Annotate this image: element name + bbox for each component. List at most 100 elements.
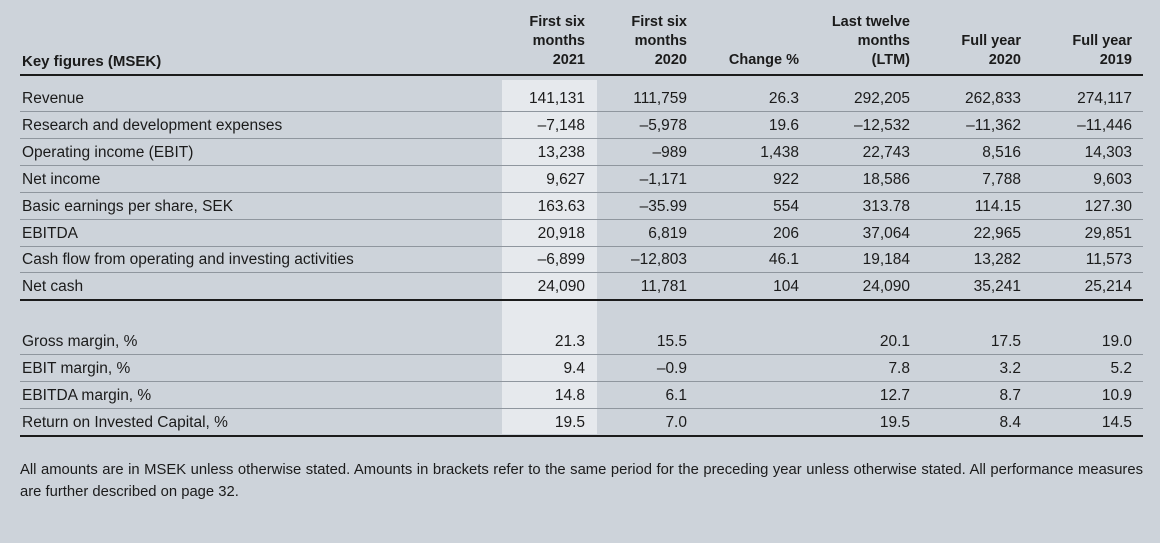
column-header-fy-2019: Full year 2019 [1072,33,1132,68]
row-label: Operating income (EBIT) [22,143,194,161]
table-cell: 24,090 [537,278,585,296]
table-cell: 25,214 [1084,278,1132,296]
table-cell: 104 [773,278,799,296]
table-cell: 19.0 [1101,333,1132,350]
column-header-h1-2020: First six months 2020 [631,14,687,68]
table-row: EBITDA margin, % 14.8 6.1 12.7 8.7 10.9 [20,382,1143,409]
table-cell: 26.3 [768,90,799,107]
table-row: Research and development expenses –7,148 –… [20,112,1143,139]
table-row: Net income 9,627 –1,171 922 18,586 7,788 9,603 [20,166,1143,193]
table-cell: 206 [773,224,799,242]
table-cell: –12,532 [853,116,910,134]
row-label: Gross margin, % [22,333,138,350]
table-cell: 8.7 [999,387,1021,404]
table-cell: 7,788 [982,170,1021,188]
table-cell: 14.5 [1101,414,1132,431]
table-cell: 114.15 [974,197,1021,215]
table-cell: 19,184 [862,251,910,269]
table-cell: 20,918 [537,224,585,242]
table-row: Basic earnings per share, SEK 163.63 –35.9… [20,193,1143,220]
table-cell: 37,064 [862,224,910,242]
column-header-change: Change % [728,52,799,68]
footnote: All amounts are in MSEK unless otherwise… [20,462,1143,500]
column-header-h1-2021: First six months 2021 [529,14,585,68]
table-cell: 9.4 [563,360,585,377]
table-cell: –35.99 [639,197,687,215]
column-header-fy-2020: Full year 2020 [961,33,1021,68]
table-row: Return on Invested Capital, % 19.5 7.0 19.5… [20,409,1143,437]
row-label: Revenue [22,90,85,107]
table-cell: 5.2 [1110,360,1132,377]
row-label: Net cash [22,278,84,296]
table-cell: 922 [773,170,799,188]
table-cell: 21.3 [554,333,585,350]
table-cell: 12.7 [879,387,910,404]
table-cell: 7.8 [888,360,910,377]
row-label: Cash flow from operating and investing a… [22,251,354,269]
table-cell: –1,171 [639,170,687,188]
table-cell: 111,759 [633,90,687,107]
row-label: Research and development expenses [22,116,283,134]
table-cell: 14,303 [1084,143,1132,161]
table-cell: 8,516 [982,143,1021,161]
table-cell: 11,573 [1085,251,1132,269]
table-row: Operating income (EBIT) 13,238 –989 1,438 22… [20,139,1143,166]
table-row: Net cash 24,090 11,781 104 24,090 35,241 25,21… [20,273,1143,302]
table-header: Key figures (MSEK) First six months 2021… [20,14,1143,76]
table-cell: 163.63 [537,197,585,215]
table-row: EBIT margin, % 9.4 –0.9 7.8 3.2 5.2 [20,355,1143,382]
row-label: EBIT margin, % [22,360,131,377]
table-row: Revenue 141,131 111,759 26.3 292,205 262,833 2… [20,85,1143,112]
highlighted-column-background [502,80,597,434]
table-cell: 8.4 [999,414,1021,431]
table-cell: 22,743 [862,143,910,161]
table-row: EBITDA 20,918 6,819 206 37,064 22,965 29,851 [20,220,1143,247]
table-cell: 19.5 [879,414,910,431]
table-cell: 24,090 [862,278,910,296]
table-cell: 29,851 [1084,224,1132,242]
table-cell: –6,899 [537,251,585,269]
row-label: Basic earnings per share, SEK [22,197,234,215]
row-label: Net income [22,170,101,188]
table-cell: 6,819 [648,224,687,242]
table-cell: 7.0 [665,414,687,431]
table-cell: 141,131 [528,90,585,107]
table-title: Key figures (MSEK) [22,53,162,70]
table-cell: 10.9 [1101,387,1132,404]
table-cell: 13,238 [537,143,585,161]
table-cell: –5,978 [639,116,687,134]
table-cell: 9,627 [546,170,585,188]
table-cell: 14.8 [554,387,585,404]
table-cell: –12,803 [630,251,687,269]
table-cell: 19.6 [768,116,799,134]
column-header-ltm: Last twelve months (LTM) [831,14,910,68]
table-cell: 313.78 [862,197,910,215]
table-cell: –11,362 [966,116,1021,134]
table-row: Gross margin, % 21.3 15.5 20.1 17.5 19.0 [20,328,1143,355]
table-cell: 262,833 [964,90,1021,107]
table-cell: 11,781 [640,278,687,296]
row-label: Return on Invested Capital, % [22,414,228,431]
table-cell: 3.2 [999,360,1021,377]
table-cell: 127.30 [1084,197,1132,215]
table-cell: 20.1 [879,333,910,350]
table-cell: 46.1 [768,251,799,269]
table-cell: 17.5 [990,333,1021,350]
table-cell: 15.5 [656,333,687,350]
table-cell: 13,282 [973,251,1021,269]
table-cell: 9,603 [1093,170,1132,188]
row-label: EBITDA margin, % [22,387,152,404]
table-cell: 19.5 [554,414,585,431]
table-cell: 1,438 [760,143,799,161]
table-cell: 554 [773,197,799,215]
row-label: EBITDA [22,224,78,242]
table-cell: –7,148 [537,116,585,134]
table-cell: 18,586 [862,170,910,188]
table-cell: 292,205 [853,90,910,107]
table-row: Cash flow from operating and investing a… [20,246,1143,274]
table-cell: 35,241 [973,278,1021,296]
table-cell: –11,446 [1077,116,1132,134]
table-cell: 6.1 [665,387,687,404]
table-cell: –0.9 [656,360,687,377]
